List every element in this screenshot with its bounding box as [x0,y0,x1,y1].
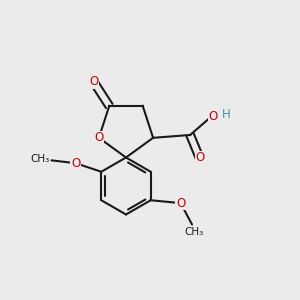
Text: O: O [176,196,185,210]
Text: O: O [89,75,98,88]
Text: CH₃: CH₃ [184,227,203,238]
Text: CH₃: CH₃ [31,154,50,164]
Text: O: O [208,110,218,123]
Text: O: O [71,157,80,170]
Text: H: H [222,108,231,121]
Text: O: O [196,151,205,164]
Text: O: O [94,131,104,144]
